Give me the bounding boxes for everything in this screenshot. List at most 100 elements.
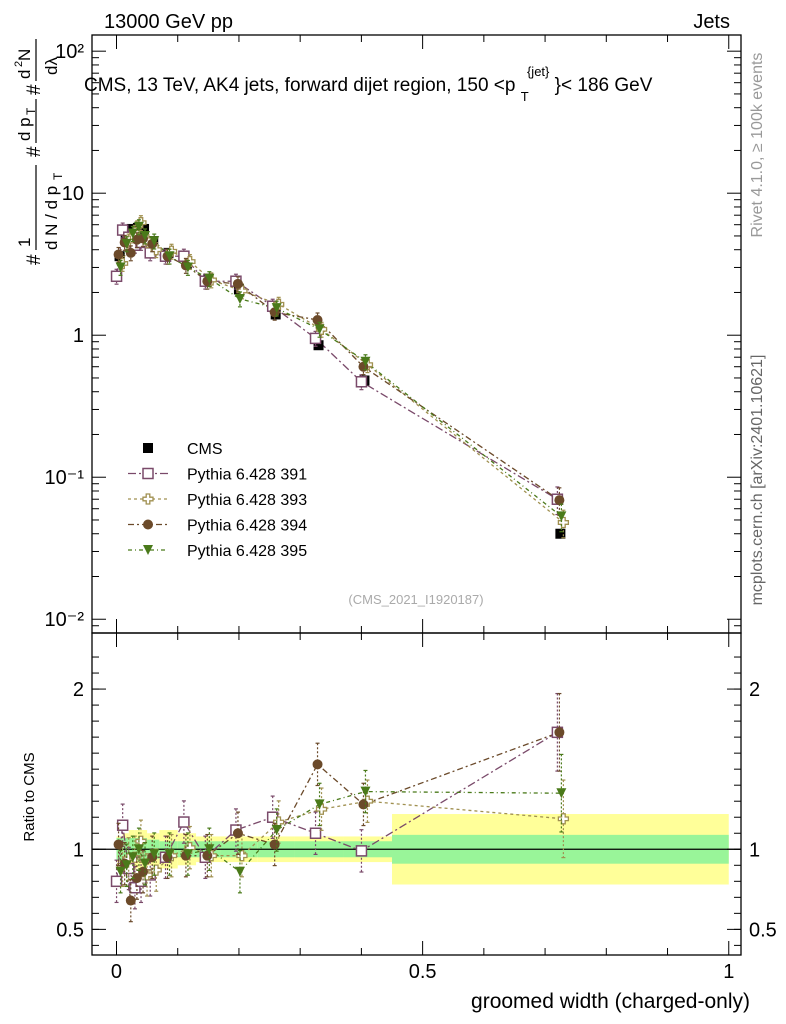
data-point-pythia-6-428-395 [149,236,160,247]
data-point-pythia-6-428-391 [110,270,123,283]
plot-frames [91,34,742,956]
ratio-point-pythia-6-428-391 [309,827,322,839]
ratio-point-pythia-6-428-395 [149,849,160,860]
data-point-pythia-6-428-395 [182,262,193,273]
plot-title-sup: {jet} [527,64,550,79]
ratio-point-pythia-6-428-394 [131,873,142,884]
y-tick-label: 10⁻¹ [45,467,85,489]
data-point-pythia-6-428-394 [113,249,124,260]
axis-ticks: 0 0.5 1 10⁻² 10⁻¹ 1 10 10² 0.5 0.5 1 1 2 2 [45,35,777,983]
ratio-y-axis-label: Ratio to CMS [21,752,38,841]
ratio-point-pythia-6-428-391 [116,819,129,831]
data-point-pythia-6-428-391 [355,376,368,388]
svg-text:d N / d p: d N / d p [42,186,61,250]
ratio-point-pythia-6-428-393 [361,795,374,807]
ratio-point-pythia-6-428-393 [557,813,570,825]
ratio-point-pythia-6-428-394 [202,850,213,861]
data-point-pythia-6-428-395 [314,324,325,335]
ratio-tick-label: 1 [73,839,84,861]
data-point-cms [313,340,324,351]
ratio-point-pythia-6-428-395 [127,852,138,863]
mcplots-label: mcplots.cern.ch [arXiv:2401.10621] [749,355,766,606]
data-point-pythia-6-428-395 [271,303,282,314]
data-point-pythia-6-428-394 [554,495,565,506]
ratio-tick-label: 0.5 [749,919,777,941]
process-label: Jets [693,11,730,33]
legend-marker-pythia-6-428-395 [143,545,153,555]
ratio-point-pythia-6-428-395 [133,844,144,855]
ratio-tick-label: 1 [749,839,760,861]
ratio-point-pythia-6-428-395 [204,844,215,855]
svg-text:N: N [15,49,34,61]
legend-marker-pythia-6-428-391 [142,467,154,480]
data-point-pythia-6-428-394 [125,247,136,258]
data-point-pythia-6-428-394 [312,314,323,325]
y-tick-label: 1 [73,325,84,347]
legend-marker-pythia-6-428-393 [142,493,154,505]
svg-text:dλ: dλ [42,57,61,75]
ratio-point-pythia-6-428-394 [358,799,369,810]
data-point-pythia-6-428-393 [184,255,196,268]
svg-text:T: T [51,172,65,180]
data-point-pythia-6-428-393 [557,516,570,529]
ratio-point-pythia-6-428-394 [113,839,124,850]
svg-text:T: T [24,107,38,115]
ratio-point-pythia-6-428-395 [271,825,282,836]
y-tick-label: 10 [62,183,84,205]
ratio-point-pythia-6-428-395 [556,788,567,799]
legend-label-pythia-6-428-395: Pythia 6.428 395 [187,543,307,560]
legend-label-pythia-6-428-393: Pythia 6.428 393 [187,492,307,509]
ratio-tick-label: 0.5 [56,919,84,941]
analysis-id: (CMS_2021_I1920187) [348,592,483,607]
ratio-point-pythia-6-428-394 [312,759,323,770]
rivet-version-label: Rivet 4.1.0, ≥ 100k events [749,53,766,238]
y-tick-label: 10⁻² [45,609,85,631]
plot-title: CMS, 13 TeV, AK4 jets, forward dijet reg… [84,64,653,104]
legend-label-pythia-6-428-391: Pythia 6.428 391 [187,467,307,484]
plot-title-end: }< 186 GeV [555,75,653,96]
ratio-point-pythia-6-428-391 [355,845,368,857]
beam-label: 13000 GeV pp [104,11,233,33]
series-lines [115,221,564,901]
ratio-point-pythia-6-428-395 [115,866,126,877]
ratio-point-pythia-6-428-395 [360,786,371,797]
ratio-point-pythia-6-428-394 [269,839,280,850]
data-point-pythia-6-428-395 [140,230,151,241]
legend-marker-pythia-6-428-394 [143,519,153,530]
ratio-point-pythia-6-428-395 [314,799,325,810]
ratio-plot-frame [91,632,742,956]
data-point-pythia-6-428-394 [232,278,243,289]
data-point-pythia-6-428-395 [133,221,144,232]
x-tick-label: 1 [723,961,734,983]
data-point-pythia-6-428-395 [164,251,175,262]
ratio-tick-label: 2 [73,679,84,701]
data-point-pythia-6-428-395 [360,356,371,367]
ratio-point-pythia-6-428-391 [178,816,190,828]
data-point-pythia-6-428-391 [309,332,322,345]
ratio-point-pythia-6-428-395 [234,866,245,877]
ratio-point-pythia-6-428-394 [232,828,243,839]
svg-text:#: # [24,84,45,95]
legend-label-pythia-6-428-394: Pythia 6.428 394 [187,518,307,535]
series-line-pythia-6-428-391 [115,228,558,500]
svg-text:d p: d p [15,117,34,141]
legend-marker-cms [143,443,153,453]
series-markers [110,215,570,923]
x-tick-label: 0.5 [409,961,437,983]
ratio-point-pythia-6-428-395 [164,849,175,860]
ratio-tick-label: 2 [749,679,760,701]
data-point-pythia-6-428-395 [115,262,126,273]
y-axis-label: # 1 d N / d p T # d p T # d 2 N dλ [13,39,65,265]
ratio-point-pythia-6-428-393 [150,864,162,876]
x-tick-label: 0 [111,961,122,983]
svg-text:#: # [24,254,45,265]
data-point-pythia-6-428-395 [121,238,132,249]
plot-title-sub: T [521,89,529,104]
ratio-point-pythia-6-428-394 [554,727,565,738]
data-point-pythia-6-428-395 [234,293,245,304]
x-axis-label: groomed width (charged-only) [471,990,750,1013]
legend-label-cms: CMS [187,441,223,458]
svg-text:1: 1 [15,238,34,247]
ratio-point-pythia-6-428-394 [125,895,136,906]
